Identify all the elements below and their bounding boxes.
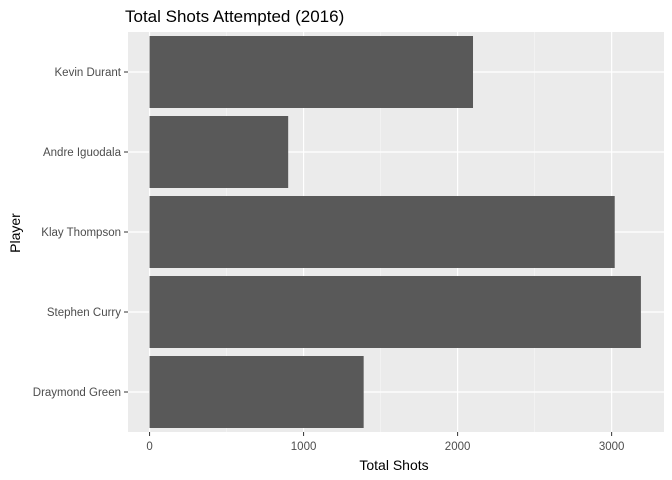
x-tick-label: 1000 [291,441,317,453]
x-tick-label: 0 [146,441,152,453]
bar [149,196,615,268]
x-axis: 0 1000 2000 3000 [146,432,624,453]
y-tick-label: Stephen Curry [47,307,121,319]
bar [149,356,364,428]
chart-title: Total Shots Attempted (2016) [125,7,344,26]
y-tick-label: Andre Iguodala [43,147,122,159]
y-axis-title: Player [7,213,23,253]
bar [149,116,289,188]
y-axis: Kevin Durant Andre Iguodala Klay Thompson S… [33,67,128,399]
bar [149,276,641,348]
bars [149,36,641,428]
x-axis-title: Total Shots [359,457,428,473]
y-tick-label: Draymond Green [33,387,121,399]
y-tick-label: Klay Thompson [41,227,121,239]
y-tick-label: Kevin Durant [55,67,122,79]
x-tick-label: 3000 [599,441,625,453]
bar [149,36,474,108]
x-tick-label: 2000 [445,441,471,453]
